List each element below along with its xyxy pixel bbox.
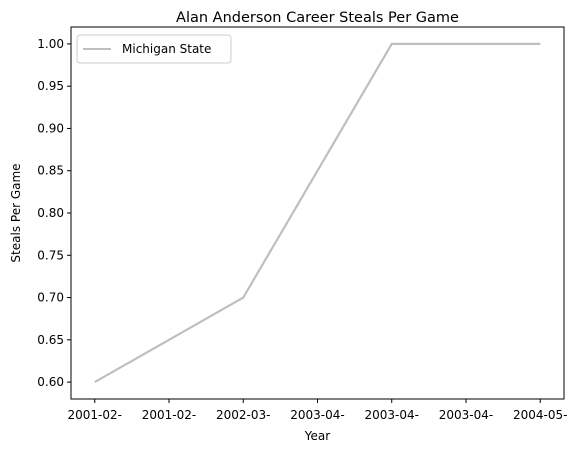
x-tick-label: 2003-04-	[290, 408, 344, 422]
y-tick-label: 0.75	[37, 248, 64, 262]
y-axis-ticks: 0.60 0.65 0.70 0.75 0.80 0.85 0.90 0.95 1.00	[37, 37, 71, 389]
y-tick-label: 0.90	[37, 121, 64, 135]
y-tick-label: 0.95	[37, 79, 64, 93]
y-tick-label: 0.65	[37, 333, 64, 347]
series-layer	[94, 42, 541, 384]
x-tick-label: 2004-05-	[513, 408, 567, 422]
y-tick-label: 1.00	[37, 37, 64, 51]
x-tick-label: 2001-02-	[68, 408, 122, 422]
legend-box	[76, 34, 232, 64]
plot-frame	[70, 26, 565, 400]
y-tick-label: 0.80	[37, 206, 64, 220]
x-axis-ticks: 2001-02- 2001-02- 2002-03- 2003-04- 2003-04-…	[68, 399, 567, 422]
x-tick-label: 2001-02-	[142, 408, 196, 422]
x-tick-label: 2002-03-	[216, 408, 270, 422]
series-line-michigan-state	[94, 42, 541, 384]
legend-label-michigan-state: Michigan State	[122, 42, 211, 56]
legend: Michigan State	[76, 34, 232, 64]
x-tick-label: 2003-04-	[439, 408, 493, 422]
y-tick-label: 0.85	[37, 164, 64, 178]
y-tick-label: 0.70	[37, 291, 64, 305]
x-axis-label: Year	[304, 429, 330, 443]
chart-title: Alan Anderson Career Steals Per Game	[176, 10, 459, 26]
y-tick-label: 0.60	[37, 375, 64, 389]
y-axis-label: Steals Per Game	[9, 163, 23, 262]
x-tick-label: 2003-04-	[365, 408, 419, 422]
